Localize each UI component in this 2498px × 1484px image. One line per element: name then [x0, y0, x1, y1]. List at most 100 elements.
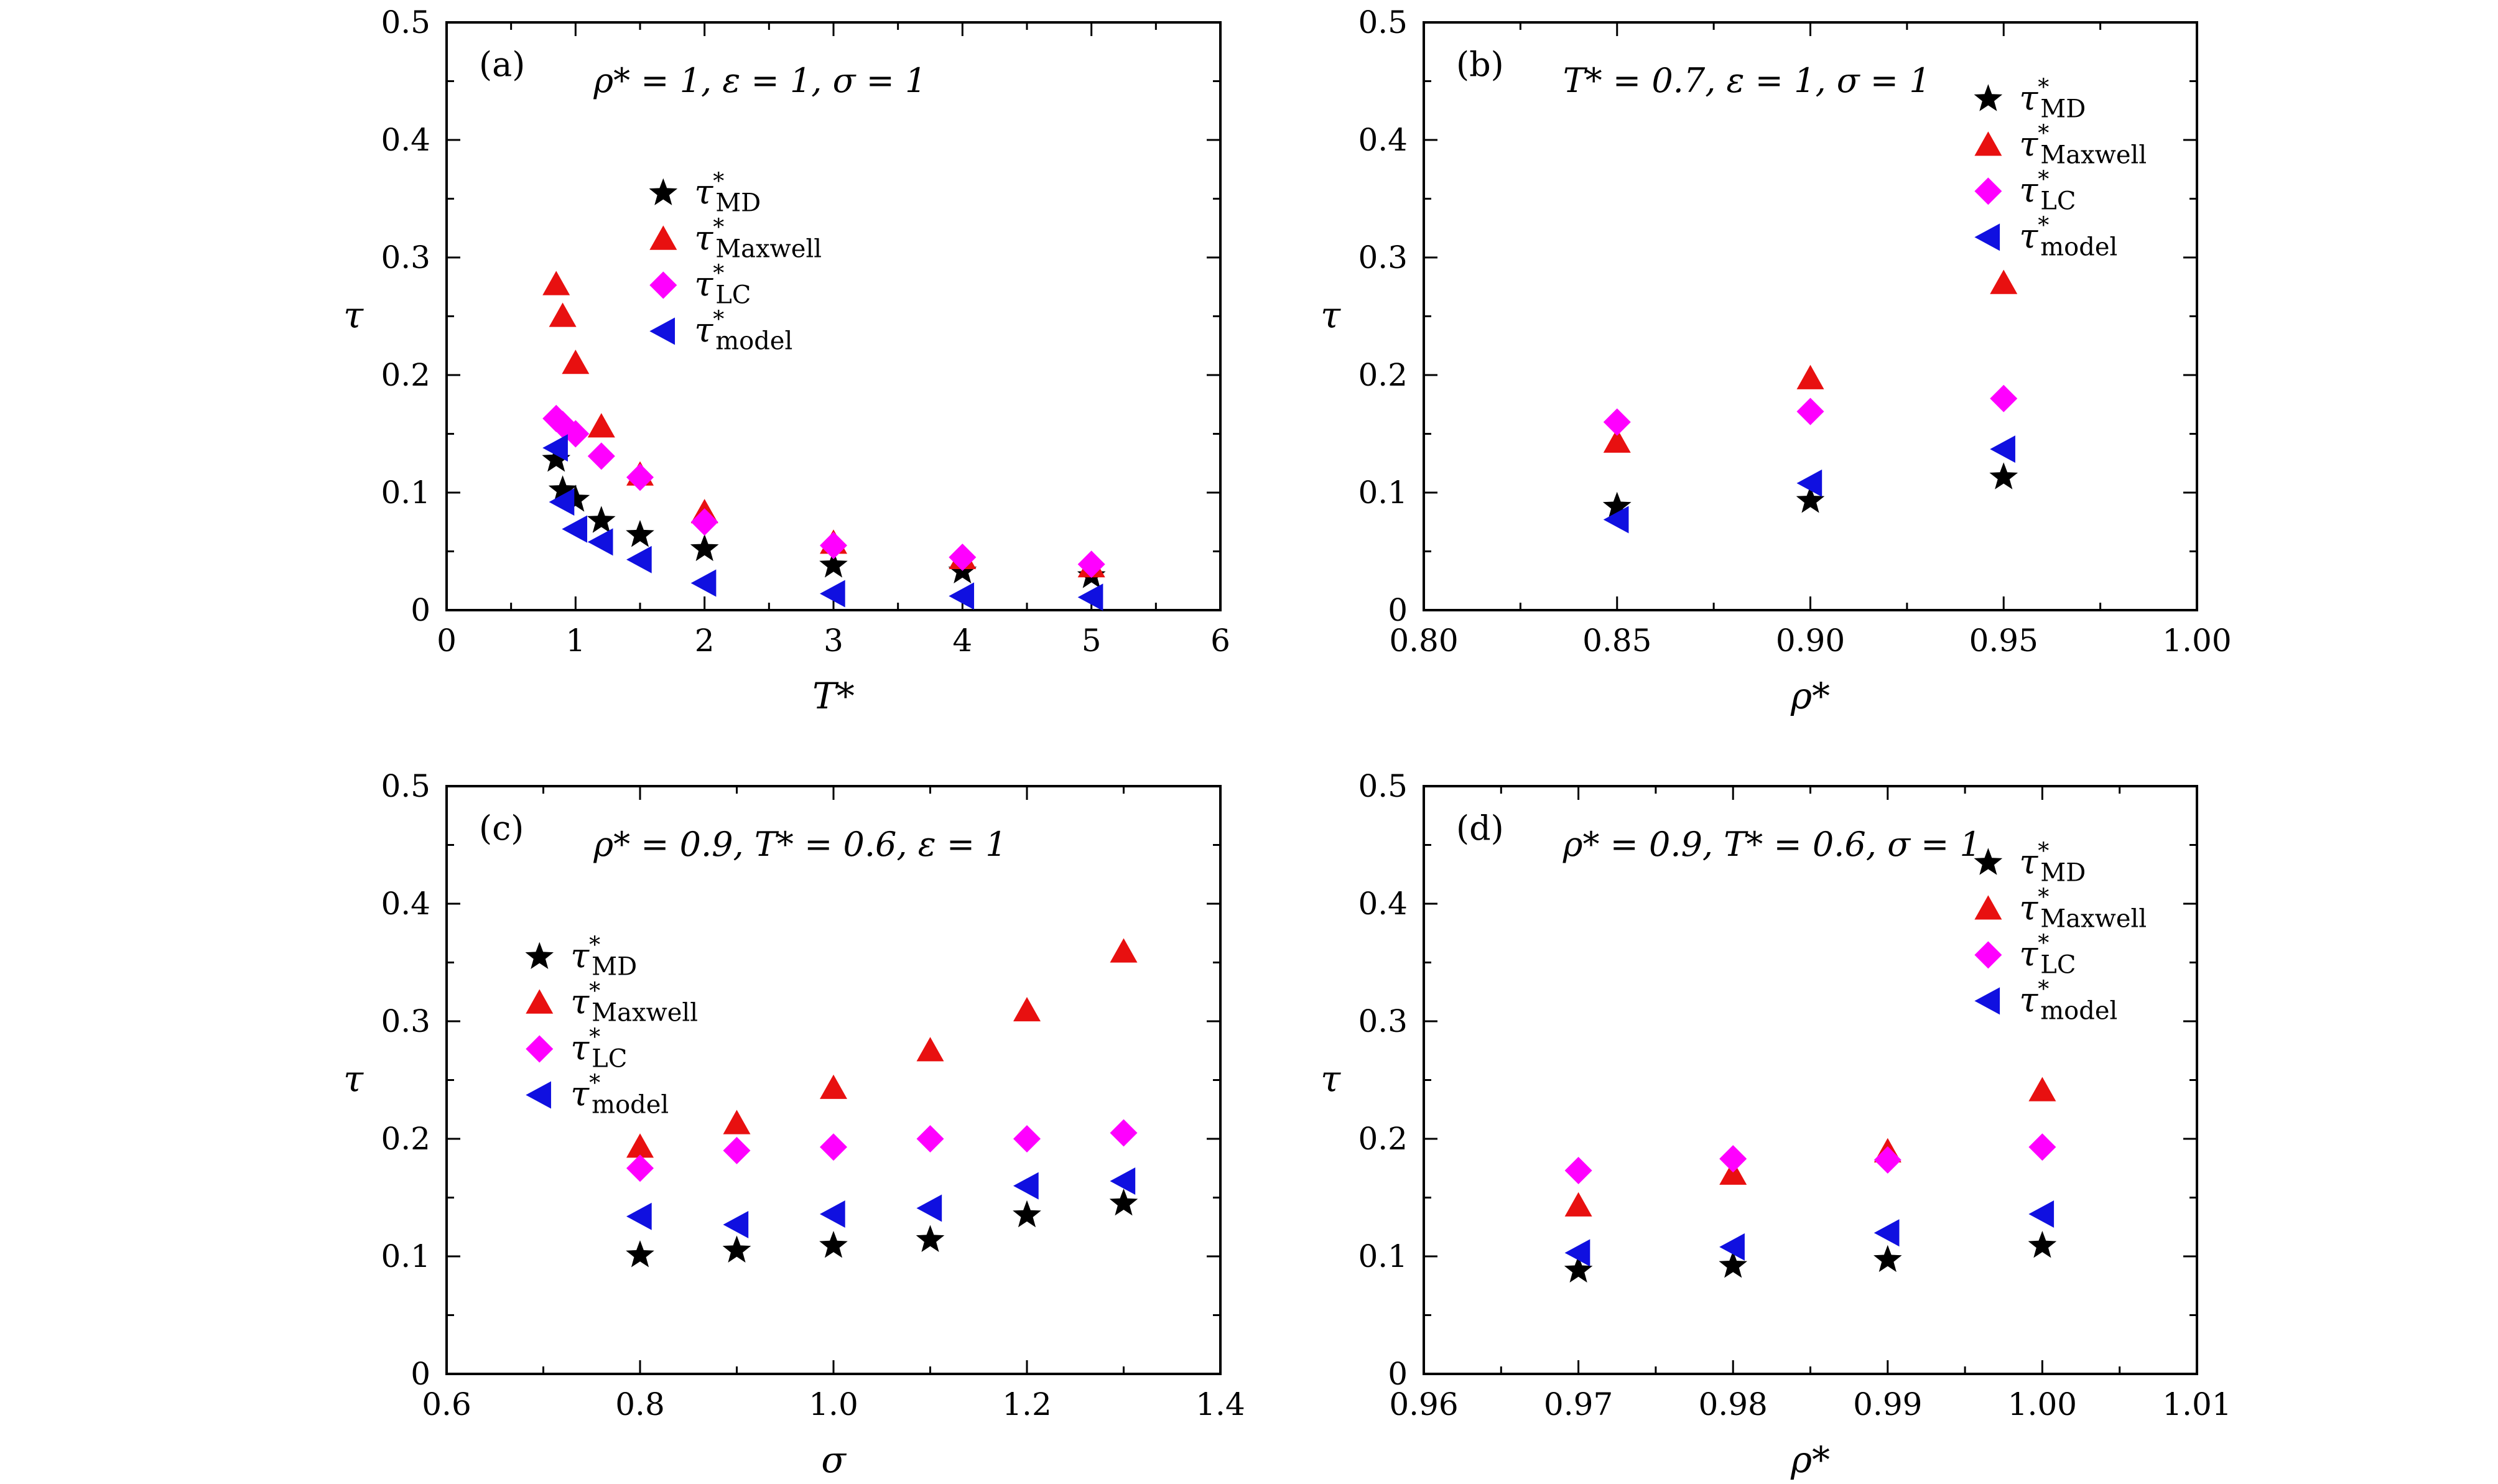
x-tick-label: 0.95 [1969, 623, 2038, 659]
legend-label-lc: τ* LC [694, 261, 751, 310]
legend-label-md: τ* MD [570, 933, 637, 981]
data-point-model [1013, 1172, 1039, 1200]
data-point-md [1602, 491, 1632, 519]
x-tick-label: 0 [437, 623, 457, 659]
legend-label-model: τ* model [2019, 213, 2117, 261]
y-tick-label: 0.3 [381, 239, 430, 276]
legend-label-md: τ* MD [694, 169, 761, 218]
data-point-md [1874, 1245, 1902, 1273]
x-tick-label: 5 [1082, 623, 1102, 659]
data-point-model [626, 545, 652, 573]
data-point-md [1013, 1200, 1041, 1228]
data-point-md [626, 520, 654, 547]
data-point-model [1564, 1239, 1590, 1267]
data-point-md [626, 1240, 654, 1268]
data-point-model [949, 582, 975, 610]
x-tick-label: 0.8 [615, 1386, 665, 1422]
legend-marker-md [1974, 848, 2003, 875]
y-tick-label: 0.2 [1358, 357, 1408, 393]
data-point-md [1109, 1189, 1138, 1216]
data-point-maxwell [1719, 1160, 1747, 1185]
legend-label-lc: τ* LC [2019, 167, 2076, 215]
data-point-lc [587, 442, 615, 470]
data-point-maxwell [723, 1110, 751, 1134]
data-point-lc [690, 508, 718, 536]
panel-label: (d) [1456, 809, 1504, 848]
data-point-model [1796, 469, 1822, 497]
x-axis-title: σ [821, 1439, 847, 1481]
legend-label-model: τ* model [570, 1071, 669, 1120]
data-point-md [819, 1231, 848, 1258]
condition-text: ρ* = 1, ε = 1, σ = 1 [593, 61, 926, 100]
data-point-maxwell [1796, 364, 1824, 389]
data-point-lc [562, 420, 590, 448]
data-point-lc [2028, 1133, 2056, 1161]
legend-marker-model [1974, 987, 2000, 1015]
data-point-md [690, 534, 719, 562]
data-point-model [542, 434, 568, 462]
y-tick-label: 0.2 [1358, 1121, 1408, 1157]
data-point-model [916, 1194, 942, 1222]
x-tick-label: 0.6 [422, 1386, 471, 1422]
data-point-md [722, 1235, 751, 1263]
x-tick-label: 6 [1210, 623, 1230, 659]
y-axis-title: τ [343, 294, 364, 336]
x-tick-label: 3 [824, 623, 843, 659]
data-point-maxwell [626, 1133, 654, 1158]
data-point-model [723, 1210, 749, 1238]
data-point-lc [1564, 1157, 1592, 1185]
data-point-md [1719, 1251, 1747, 1278]
data-point-md [1796, 486, 1825, 513]
condition-text: ρ* = 0.9, T* = 0.6, σ = 1 [1562, 825, 1981, 864]
y-tick-label: 0.3 [1358, 1003, 1408, 1039]
x-tick-label: 1.4 [1196, 1386, 1245, 1422]
legend-marker-model [649, 317, 676, 345]
x-tick-label: 1.00 [2162, 623, 2231, 659]
y-tick-label: 0.4 [1358, 122, 1408, 158]
legend-marker-model [526, 1081, 551, 1109]
y-tick-label: 0 [1388, 1356, 1408, 1392]
data-point-model [587, 528, 613, 556]
legend-label-maxwell: τ* Maxwell [694, 215, 822, 264]
data-point-maxwell [2028, 1077, 2056, 1101]
data-point-model [1874, 1219, 1900, 1247]
legend-label-lc: τ* LC [2019, 930, 2076, 979]
data-point-maxwell [562, 350, 590, 374]
data-point-maxwell [1603, 428, 1631, 453]
y-tick-label: 0.5 [1358, 4, 1408, 40]
data-point-maxwell [916, 1037, 944, 1062]
legend-marker-lc [1974, 941, 2002, 969]
data-point-model [1990, 435, 2015, 463]
panel-b: 0.80 0.85 0.90 0.95 1.00 0 0.1 0.2 0.3 0.4 0.5 ρ* τ (… [1321, 4, 2232, 717]
legend-label-lc: τ* LC [570, 1025, 627, 1074]
y-tick-label: 0.5 [1358, 768, 1408, 804]
x-tick-label: 2 [695, 623, 715, 659]
x-tick-label: 4 [952, 623, 972, 659]
legend-marker-maxwell [1974, 895, 2002, 920]
x-axis-title: T* [812, 675, 855, 717]
x-tick-label: 1.01 [2162, 1386, 2231, 1422]
data-point-lc [1603, 408, 1631, 436]
data-point-md [587, 506, 616, 533]
x-tick-label: 1.00 [2008, 1386, 2077, 1422]
y-tick-label: 0.3 [381, 1003, 430, 1039]
legend-marker-maxwell [526, 989, 554, 1014]
legend-label-maxwell: τ* Maxwell [2019, 121, 2147, 169]
data-point-lc [1013, 1125, 1041, 1152]
data-point-lc [1990, 384, 2018, 412]
y-tick-label: 0.2 [381, 1121, 430, 1157]
data-point-model [2028, 1200, 2055, 1228]
data-point-lc [949, 543, 977, 571]
x-axis-title: ρ* [1790, 675, 1830, 717]
x-axis-title: ρ* [1790, 1439, 1830, 1481]
legend-marker-md [649, 178, 678, 205]
data-point-md [542, 445, 571, 472]
data-point-lc [820, 1133, 847, 1161]
y-tick-label: 0.4 [381, 122, 430, 158]
legend-marker-md [1974, 84, 2003, 111]
y-tick-label: 0.5 [381, 768, 430, 804]
data-point-model [820, 580, 845, 608]
data-point-md [916, 1225, 945, 1252]
